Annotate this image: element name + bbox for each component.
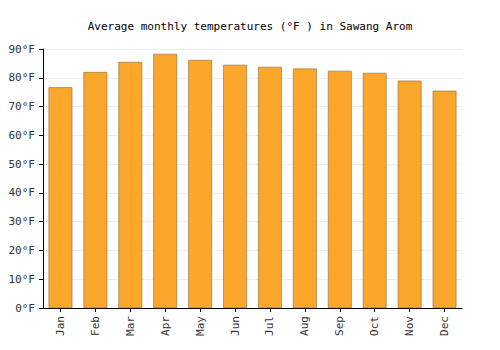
svg-text:Feb: Feb [89, 316, 102, 336]
svg-text:0°F: 0°F [15, 302, 35, 315]
svg-text:Jan: Jan [54, 316, 67, 336]
svg-text:Average monthly temperatures (: Average monthly temperatures (°F ) in Sa… [88, 20, 413, 33]
svg-text:40°F: 40°F [9, 186, 36, 199]
svg-text:Oct: Oct [368, 316, 381, 336]
svg-text:90°F: 90°F [9, 43, 36, 56]
svg-text:10°F: 10°F [9, 273, 36, 286]
svg-text:Mar: Mar [124, 316, 137, 336]
svg-text:30°F: 30°F [9, 215, 36, 228]
svg-text:Nov: Nov [403, 316, 416, 336]
svg-text:Jun: Jun [229, 316, 242, 336]
svg-text:Sep: Sep [333, 316, 346, 336]
svg-text:Apr: Apr [159, 316, 172, 336]
svg-text:May: May [194, 316, 207, 336]
svg-text:50°F: 50°F [9, 158, 36, 171]
svg-text:70°F: 70°F [9, 100, 36, 113]
svg-text:Aug: Aug [298, 316, 311, 336]
svg-text:Dec: Dec [438, 316, 451, 336]
svg-text:80°F: 80°F [9, 71, 36, 84]
svg-text:Jul: Jul [263, 316, 276, 336]
svg-text:60°F: 60°F [9, 129, 36, 142]
svg-text:20°F: 20°F [9, 244, 36, 257]
